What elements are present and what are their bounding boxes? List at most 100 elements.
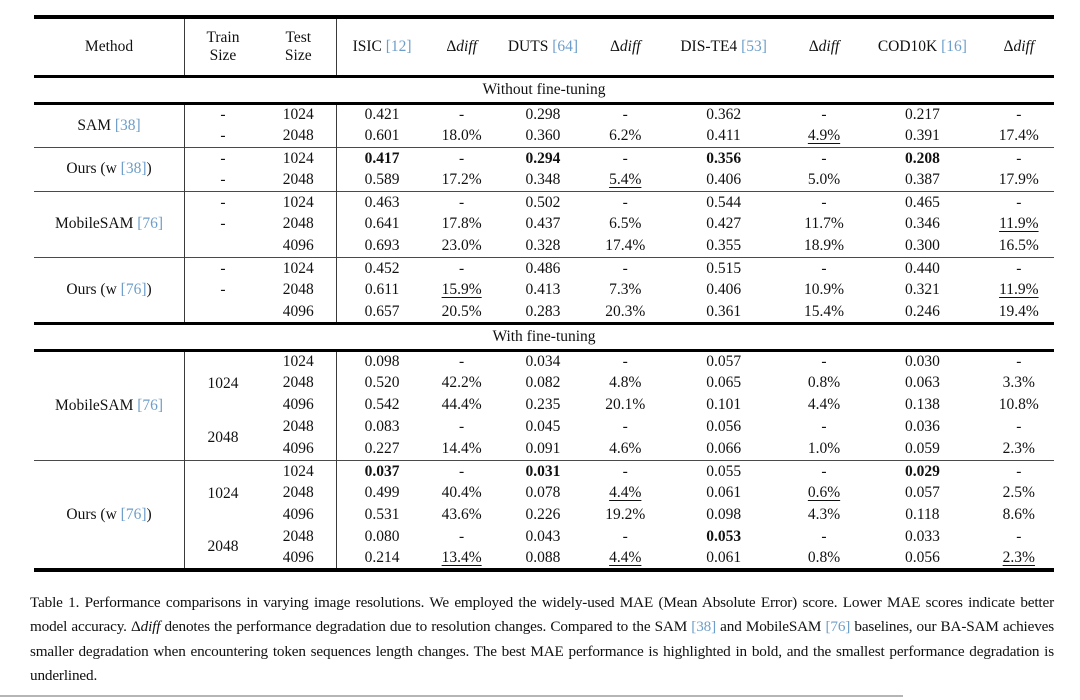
column-header: COD10K [16] <box>861 17 984 78</box>
column-header: Method <box>34 17 186 78</box>
test-size-cell: 1024 <box>260 459 337 482</box>
label-text: Ours (w <box>66 280 121 298</box>
metric-value-cell: 0.391 <box>904 127 940 145</box>
metric-value-cell: 0.043 <box>525 528 561 546</box>
metric-value-cell: - <box>786 190 862 213</box>
table-row: 2048 0.520 42.2% 0.082 4.8% 0.065 0.8% 0.063 3.3… <box>34 372 1054 394</box>
metric-value-cell: 0.083 <box>364 418 400 436</box>
metric-value-cell: 0.502 <box>495 190 591 213</box>
metric-value-cell: 3.3% <box>1002 374 1035 392</box>
train-size-cell: - <box>220 281 226 299</box>
label-text: COD10K <box>877 38 942 56</box>
metric-value-cell: - <box>983 256 1054 279</box>
table-row: 4096 0.693 23.0% 0.328 17.4% 0.355 18.9% 0.300 1… <box>34 235 1054 257</box>
table-row: 4096 0.542 44.4% 0.235 20.1% 0.101 4.4% 0.138 10… <box>34 394 1054 416</box>
section-band-row: With fine-tuning <box>34 321 1054 352</box>
metric-value-cell: 0.427 <box>706 215 742 233</box>
train-size-cell: - <box>220 171 226 189</box>
metric-value-cell: 0.036 <box>904 418 940 436</box>
label-text: Ours (w <box>66 505 121 523</box>
table-row: 4096 0.227 14.4% 0.091 4.6% 0.066 1.0% 0.059 2.3… <box>34 438 1054 460</box>
method-cell: Ours (w [38]) <box>34 146 186 191</box>
metric-value-cell: 0.033 <box>904 528 940 546</box>
metric-value-cell: - <box>427 146 496 169</box>
metric-value-cell: 0.300 <box>904 237 940 255</box>
table-row: 4096 0.531 43.6% 0.226 19.2% 0.098 4.3% 0.118 8.… <box>34 504 1054 526</box>
label-text: ) <box>146 505 152 523</box>
table-row: 4096 0.657 20.5% 0.283 20.3% 0.361 15.4% 0.246 1… <box>34 301 1054 323</box>
metric-value-cell: - <box>427 256 496 279</box>
citation: [76] <box>825 618 851 636</box>
metric-value-cell: 0.542 <box>364 396 400 414</box>
label-text: DIS-TE4 <box>680 38 742 56</box>
label-text: MobileSAM <box>55 396 138 414</box>
metric-value-cell: 0.063 <box>904 374 940 392</box>
metric-value-cell: 0.515 <box>660 256 787 279</box>
citation: [38] <box>691 618 716 636</box>
citation: [53] <box>741 38 767 56</box>
metric-value-cell: 20.5% <box>441 302 482 320</box>
metric-value-cell: 19.4% <box>998 302 1039 320</box>
metric-value-cell: 0.283 <box>525 302 561 320</box>
table-row: 2048 0.499 40.4% 0.078 4.4% 0.061 0.6% 0.057 2.5… <box>34 482 1054 504</box>
metric-value-cell: 0.057 <box>904 484 940 502</box>
metric-value-cell: 4.9% <box>807 127 841 145</box>
metric-value-cell: 0.065 <box>706 374 742 392</box>
test-size-cell: 1024 <box>260 103 337 125</box>
metric-value-cell: - <box>590 459 661 482</box>
metric-value-cell: 0.361 <box>706 302 742 320</box>
metric-value-cell: 23.0% <box>441 237 482 255</box>
metric-value-cell: 0.360 <box>525 127 561 145</box>
table-row: - 2048 0.641 17.8% 0.437 6.5% 0.427 11.7% 0.346 1… <box>34 213 1054 235</box>
results-table: Method Train Size Test Size ISIC [12] Δdiff DUT… <box>34 15 1054 572</box>
metric-value-cell: - <box>786 146 862 169</box>
metric-value-cell: - <box>590 256 661 279</box>
metric-value-cell: 20.3% <box>605 302 646 320</box>
metric-value-cell: 0.641 <box>364 215 400 233</box>
metric-value-cell: 0.437 <box>525 215 561 233</box>
metric-value-cell: - <box>459 418 465 436</box>
citation: [16] <box>941 38 967 56</box>
table-row: 4096 0.214 13.4% 0.088 4.4% 0.061 0.8% 0.056 2.3… <box>34 548 1054 570</box>
metric-value-cell: 10.8% <box>998 396 1039 414</box>
metric-value-cell: 0.356 <box>660 146 787 169</box>
caption-text: Table 1. Performance comparisons in vary… <box>30 594 1054 636</box>
table-row: - 2048 0.601 18.0% 0.360 6.2% 0.411 4.9% 0.391 17… <box>34 125 1054 147</box>
metric-value-cell: 6.2% <box>609 127 642 145</box>
metric-value-cell: 0.045 <box>525 418 561 436</box>
metric-value-cell: 0.246 <box>904 302 940 320</box>
metric-value-cell: 4.4% <box>609 484 642 502</box>
metric-value-cell: 0.082 <box>525 374 561 392</box>
citation: [76] <box>137 215 164 233</box>
metric-value-cell: 0.235 <box>525 396 561 414</box>
metric-value-cell: 0.486 <box>495 256 591 279</box>
metric-value-cell: 0.061 <box>706 549 742 567</box>
metric-value-cell: 0.059 <box>904 440 940 458</box>
metric-value-cell: - <box>821 418 827 436</box>
metric-value-cell: - <box>786 256 862 279</box>
label-text: SAM <box>77 116 115 134</box>
test-size-cell: 1024 <box>260 146 337 169</box>
metric-value-cell: 0.214 <box>364 549 400 567</box>
train-size-cell: - <box>220 215 226 233</box>
section-band-row: Without fine-tuning <box>34 74 1054 105</box>
train-size-cell: 1024 <box>184 459 261 526</box>
metric-value-cell: 0.294 <box>495 146 591 169</box>
table-row: MobileSAM [76] 1024 1024 0.098 - 0.034 - 0.057 -… <box>34 350 1054 460</box>
label-text: MobileSAM <box>55 215 138 233</box>
column-header: Δdiff <box>427 17 496 78</box>
label-text: Δ <box>808 38 819 56</box>
metric-value-cell: - <box>622 418 628 436</box>
metric-value-cell: 0.8% <box>807 549 841 567</box>
metric-value-cell: 0.362 <box>706 106 742 124</box>
label-text: Test <box>285 29 312 47</box>
test-size-cell: 4096 <box>260 548 337 570</box>
metric-value-cell: - <box>622 106 628 124</box>
metric-value-cell: 7.3% <box>609 281 642 299</box>
metric-value-cell: 0.034 <box>525 353 561 371</box>
metric-value-cell: 11.7% <box>804 215 844 233</box>
table-row: - 2048 0.611 15.9% 0.413 7.3% 0.406 10.9% 0.321 1… <box>34 279 1054 301</box>
metric-value-cell: 0.440 <box>861 256 984 279</box>
metric-value-cell: 0.031 <box>495 459 591 482</box>
test-size-cell: 4096 <box>260 394 337 416</box>
